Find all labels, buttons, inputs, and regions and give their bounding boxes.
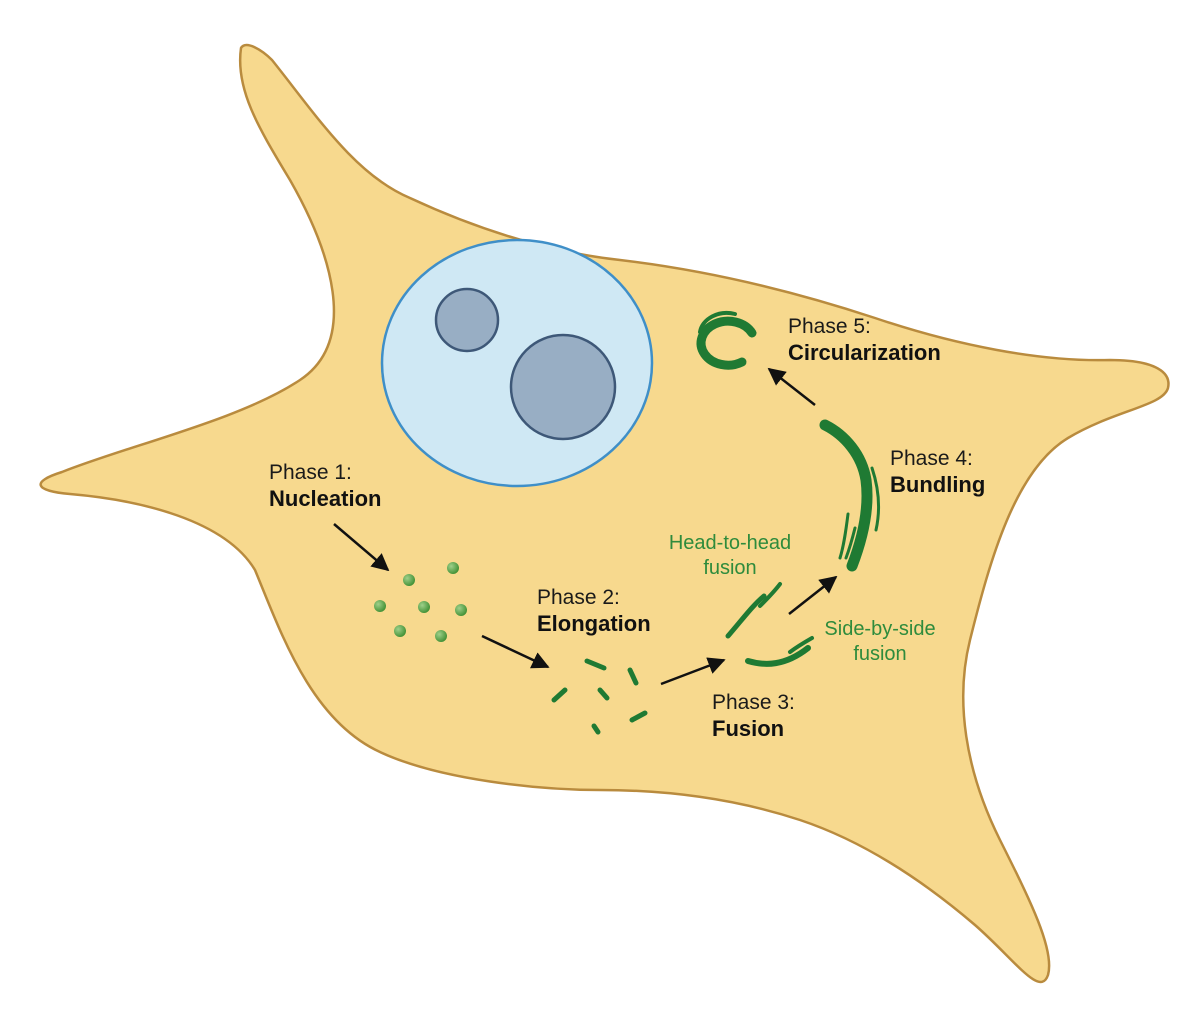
nucleolus-small	[434, 287, 500, 353]
arrow-icon	[767, 367, 816, 406]
filament-segment	[870, 466, 881, 532]
arrow-icon	[788, 575, 838, 615]
fusion-filaments	[725, 582, 814, 667]
arrow-icon	[333, 523, 390, 572]
monomer-dot	[394, 625, 406, 637]
phase-3-label: Phase 3: Fusion	[712, 690, 795, 742]
monomer-group	[374, 562, 467, 642]
filament-segment	[591, 723, 601, 735]
phase-4-step: Phase 4:	[890, 447, 973, 470]
monomer-dot	[447, 562, 459, 574]
phase-3-name: Fusion	[712, 716, 785, 741]
phase-4-name: Bundling	[890, 472, 986, 497]
arrow-icon	[481, 634, 550, 669]
monomer-dot	[455, 604, 467, 616]
nucleolus-large	[509, 333, 617, 441]
filament-segment	[819, 419, 873, 572]
filament-segment	[788, 636, 814, 654]
head-to-head-annotation: Head-to-head fusion	[650, 531, 810, 581]
cell-membrane	[39, 43, 1170, 984]
head-to-head-line-2: fusion	[703, 557, 757, 579]
monomer-dot	[418, 601, 430, 613]
filament-segment	[745, 645, 811, 667]
filament-segment	[844, 526, 857, 560]
elongation-filaments	[551, 658, 648, 735]
monomer-dot	[374, 600, 386, 612]
phase-2-label: Phase 2: Elongation	[537, 585, 651, 637]
arrow-icon	[660, 657, 726, 686]
phase-2-name: Elongation	[537, 611, 651, 636]
phase-4-label: Phase 4: Bundling	[890, 446, 985, 498]
side-by-side-annotation: Side-by-side fusion	[805, 617, 955, 667]
phase-2-step: Phase 2:	[537, 586, 620, 609]
filament-segment	[725, 593, 767, 639]
filament-segment	[584, 658, 607, 671]
filament-segment	[838, 512, 850, 560]
filament-segment	[758, 582, 782, 608]
filament-segment	[627, 667, 639, 686]
phase-5-step: Phase 5:	[788, 315, 871, 338]
phase-1-name: Nucleation	[269, 486, 382, 511]
bundle-filaments	[819, 419, 881, 572]
side-by-side-line-2: fusion	[853, 643, 907, 665]
phase-1-label: Phase 1: Nucleation	[269, 460, 381, 512]
filament-segment	[597, 687, 610, 701]
side-by-side-line-1: Side-by-side	[824, 618, 936, 640]
head-to-head-line-1: Head-to-head	[668, 532, 792, 554]
phase-1-step: Phase 1:	[269, 461, 352, 484]
phase-3-step: Phase 3:	[712, 691, 795, 714]
filament-segment	[629, 710, 648, 723]
flow-arrows	[333, 367, 838, 686]
filament-segment	[551, 687, 568, 703]
phase-5-label: Phase 5: Circularization	[788, 314, 941, 366]
monomer-dot	[403, 574, 415, 586]
monomer-dot	[435, 630, 447, 642]
ring-icon	[696, 310, 757, 370]
phase-5-name: Circularization	[788, 340, 941, 365]
